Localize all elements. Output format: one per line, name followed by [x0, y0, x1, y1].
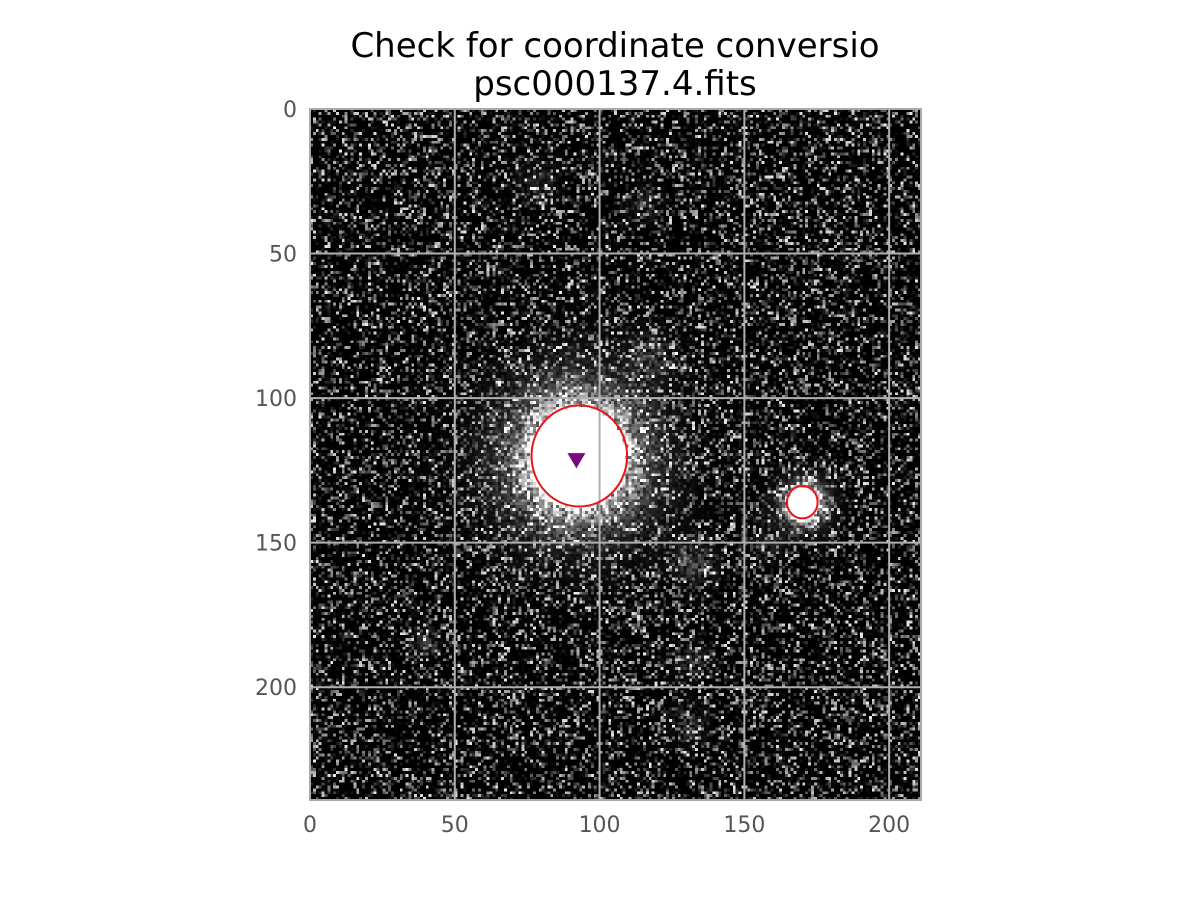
grid-lines [310, 109, 921, 800]
y-tick-label: 100 [255, 387, 297, 412]
x-tick-label: 200 [868, 813, 910, 838]
source-ellipse [530, 404, 629, 508]
x-tick-label: 150 [723, 813, 765, 838]
y-tick-label: 150 [255, 532, 297, 557]
noise-image [310, 109, 921, 800]
y-tick-labels: 0 50 100 150 200 [255, 98, 297, 701]
image-pixels [310, 109, 921, 800]
plot-area [309, 108, 922, 801]
position-marker [567, 453, 586, 469]
title-line-2: psc000137.4.fits [473, 64, 757, 104]
x-tick-label: 50 [441, 813, 469, 838]
chart-title: Check for coordinate conversio psc000137… [350, 26, 879, 104]
y-tick-label: 200 [255, 676, 297, 701]
source-ellipse [785, 485, 819, 520]
x-tick-label: 100 [579, 813, 621, 838]
overlay [530, 404, 819, 520]
title-line-1: Check for coordinate conversio [350, 26, 879, 66]
x-tick-label: 0 [303, 813, 317, 838]
axes-frame [309, 108, 922, 801]
y-tick-label: 50 [269, 243, 297, 268]
x-tick-labels: 0 50 100 150 200 [303, 813, 910, 838]
y-tick-label: 0 [283, 98, 297, 123]
